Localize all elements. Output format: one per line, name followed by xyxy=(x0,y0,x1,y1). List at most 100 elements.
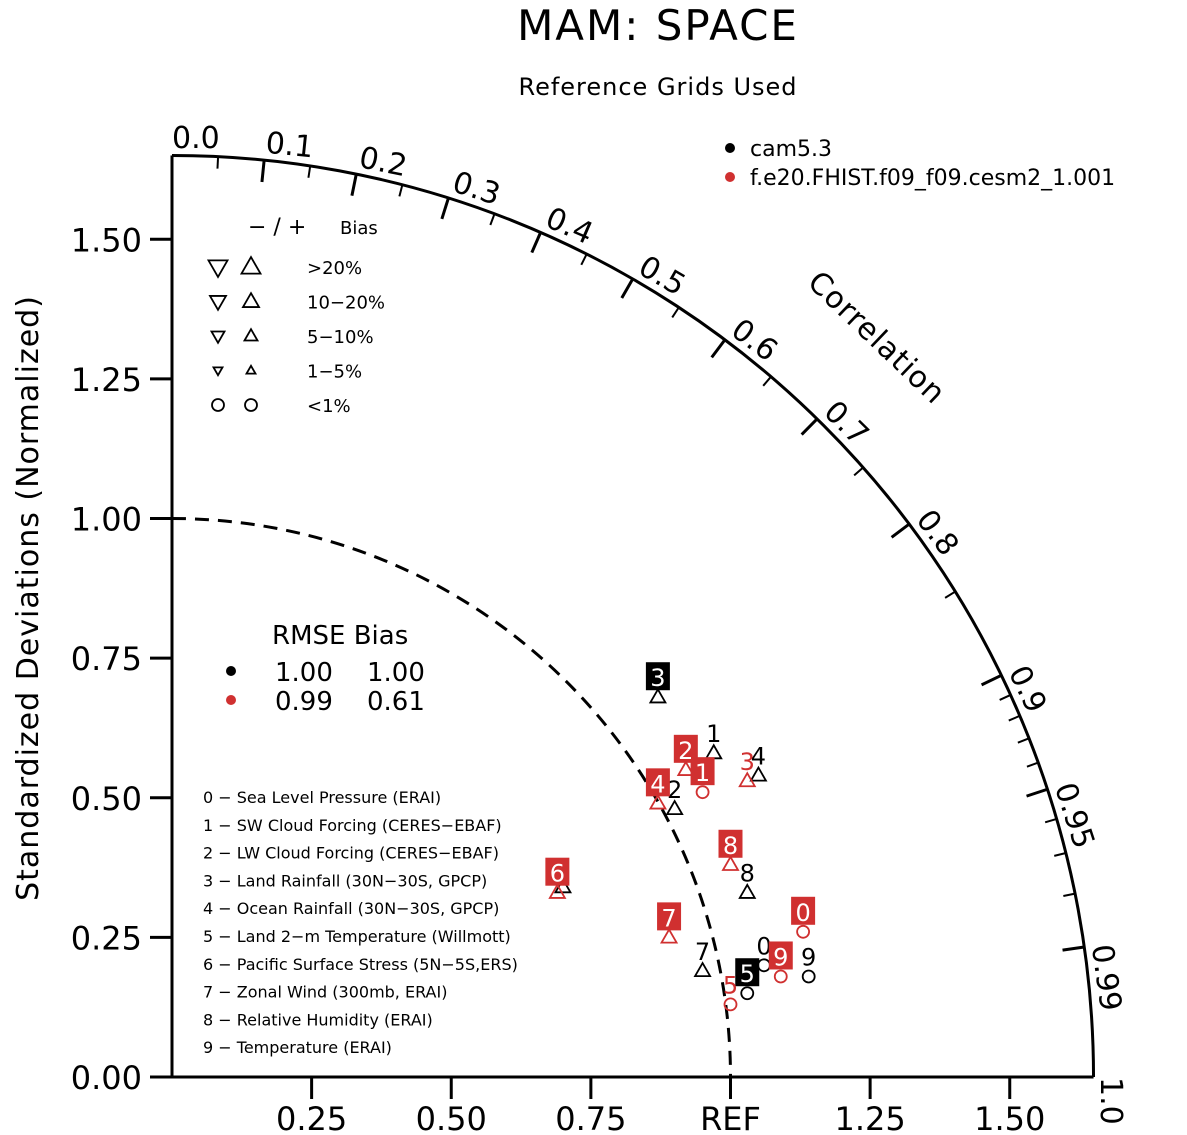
data-point: 9 xyxy=(801,943,816,984)
point-label: 5 xyxy=(723,971,738,999)
x-tick-label-ref: REF xyxy=(700,1100,761,1135)
model-legend-label: cam5.3 xyxy=(750,137,832,162)
correlation-tick-mark xyxy=(1017,737,1030,744)
point-label-box xyxy=(791,896,816,925)
data-point: 2 xyxy=(665,776,684,816)
correlation-tick-label: 0.1 xyxy=(264,126,315,166)
point-label-box xyxy=(657,902,682,931)
point-label: 9 xyxy=(773,943,788,971)
bias-down-triangle-icon xyxy=(208,295,228,312)
y-tick-label: 0.25 xyxy=(71,919,142,957)
bias-circle-icon xyxy=(244,398,258,412)
point-label-box xyxy=(768,941,793,970)
point-label: 1 xyxy=(695,759,710,787)
bias-legend-label: <1% xyxy=(307,396,351,417)
bias-legend-header: Bias xyxy=(340,218,378,239)
x-tick-label: 0.25 xyxy=(276,1100,347,1135)
point-label: 3 xyxy=(650,664,665,692)
correlation-tick-mark xyxy=(890,522,911,539)
bias-legend-label: 1−5% xyxy=(307,362,362,383)
point-triangle-marker xyxy=(693,961,712,978)
correlation-tick-mark xyxy=(398,184,404,197)
point-circle-marker xyxy=(695,785,710,800)
correlation-tick-label: 0.6 xyxy=(725,312,784,369)
correlation-tick-mark xyxy=(1044,818,1057,824)
correlation-tick-label: 0.4 xyxy=(540,201,598,252)
correlation-tick-mark xyxy=(999,694,1012,701)
correlation-tick-mark xyxy=(580,253,588,266)
point-label: 6 xyxy=(550,860,565,888)
point-triangle-marker xyxy=(548,883,567,899)
correlation-tick-mark xyxy=(216,156,220,169)
bias-circle-icon xyxy=(211,398,225,412)
variable-legend-item: 3 − Land Rainfall (30N−30S, GPCP) xyxy=(203,871,487,890)
data-point: 0 xyxy=(791,896,816,939)
variable-legend-item: 9 − Temperature (ERAI) xyxy=(203,1038,392,1057)
correlation-tick-mark xyxy=(1062,945,1085,952)
x-tick-label: 1.50 xyxy=(974,1100,1045,1135)
correlation-tick-mark xyxy=(489,213,496,226)
point-label: 0 xyxy=(756,932,771,960)
model-legend-label: f.e20.FHIST.f09_f09.cesm2_1.001 xyxy=(750,166,1115,191)
variable-legend-item: 6 − Pacific Surface Stress (5N−5S,ERS) xyxy=(203,955,518,974)
y-tick-label: 0.00 xyxy=(71,1059,142,1097)
correlation-tick-mark xyxy=(1053,852,1067,857)
chart-title: MAM: SPACE xyxy=(517,1,799,50)
bias-legend-label: >20% xyxy=(307,258,362,279)
variable-legend-item: 2 − LW Cloud Forcing (CERES−EBAF) xyxy=(203,844,499,863)
point-label: 9 xyxy=(801,943,816,971)
data-point: 8 xyxy=(718,829,743,871)
y-tick-label: 0.50 xyxy=(71,780,142,818)
point-triangle-marker xyxy=(553,877,573,894)
reference-std-arc xyxy=(171,517,732,1078)
stats-rmse-value: 1.00 xyxy=(275,658,333,688)
data-point: 3 xyxy=(645,662,670,704)
bias-down-triangle-icon xyxy=(211,366,225,378)
bias-legend-label: 10−20% xyxy=(307,293,385,314)
correlation-tick-mark xyxy=(260,159,266,183)
data-point: 1 xyxy=(690,757,715,800)
point-label-box xyxy=(735,958,760,987)
point-label: 2 xyxy=(667,776,682,804)
correlation-tick-mark xyxy=(944,590,956,599)
y-tick-label: 0.75 xyxy=(71,640,142,678)
variable-legend-item: 7 − Zonal Wind (300mb, ERAI) xyxy=(203,983,447,1002)
correlation-tick-label: 0.0 xyxy=(172,121,220,156)
point-label: 5 xyxy=(740,960,755,988)
correlation-tick-mark xyxy=(350,173,358,196)
reference-arc xyxy=(171,517,732,1078)
model-legend: cam5.3 f.e20.FHIST.f09_f09.cesm2_1.001 xyxy=(725,137,1115,191)
bias-legend: − / + Bias >20% 10−20% 5−10% 1−5% <1% xyxy=(206,215,385,417)
point-circle-marker xyxy=(723,997,738,1012)
correlation-tick-mark xyxy=(307,165,312,178)
stats-bias-value: 0.61 xyxy=(367,687,425,717)
bias-up-triangle-icon xyxy=(239,255,263,275)
stats-legend-dot xyxy=(226,666,236,676)
correlation-tick-mark xyxy=(620,278,635,299)
model-legend-dot xyxy=(725,143,735,153)
correlation-tick-mark xyxy=(1026,761,1039,768)
point-circle-marker xyxy=(740,986,755,1001)
chart-subtitle: Reference Grids Used xyxy=(518,73,797,101)
stats-bias-value: 1.00 xyxy=(367,658,425,688)
point-label-box xyxy=(718,829,743,858)
variable-legend-item: 8 − Relative Humidity (ERAI) xyxy=(203,1010,433,1029)
point-label-box xyxy=(673,734,698,763)
variable-legend-item: 4 − Ocean Rainfall (30N−30S, GPCP) xyxy=(203,899,499,918)
point-triangle-marker xyxy=(676,760,695,776)
stats-rmse-value: 0.99 xyxy=(275,687,333,717)
stats-legend-dot xyxy=(226,695,236,705)
data-point: 6 xyxy=(545,857,570,899)
correlation-tick-mark xyxy=(710,338,727,359)
point-triangle-marker xyxy=(648,793,667,810)
x-axis-ticks: 0.25 0.50 0.75 REF 1.25 1.50 xyxy=(276,1077,1045,1135)
point-triangle-marker xyxy=(648,687,667,704)
y-tick-label: 1.50 xyxy=(71,221,142,259)
data-point: 2 xyxy=(673,734,698,776)
point-circle-marker xyxy=(801,969,816,984)
bias-up-triangle-icon xyxy=(242,327,260,342)
correlation-tick-mark xyxy=(762,376,772,387)
correlation-tick-mark xyxy=(800,417,819,436)
point-circle-marker xyxy=(796,924,811,939)
point-circle-marker xyxy=(757,958,771,973)
